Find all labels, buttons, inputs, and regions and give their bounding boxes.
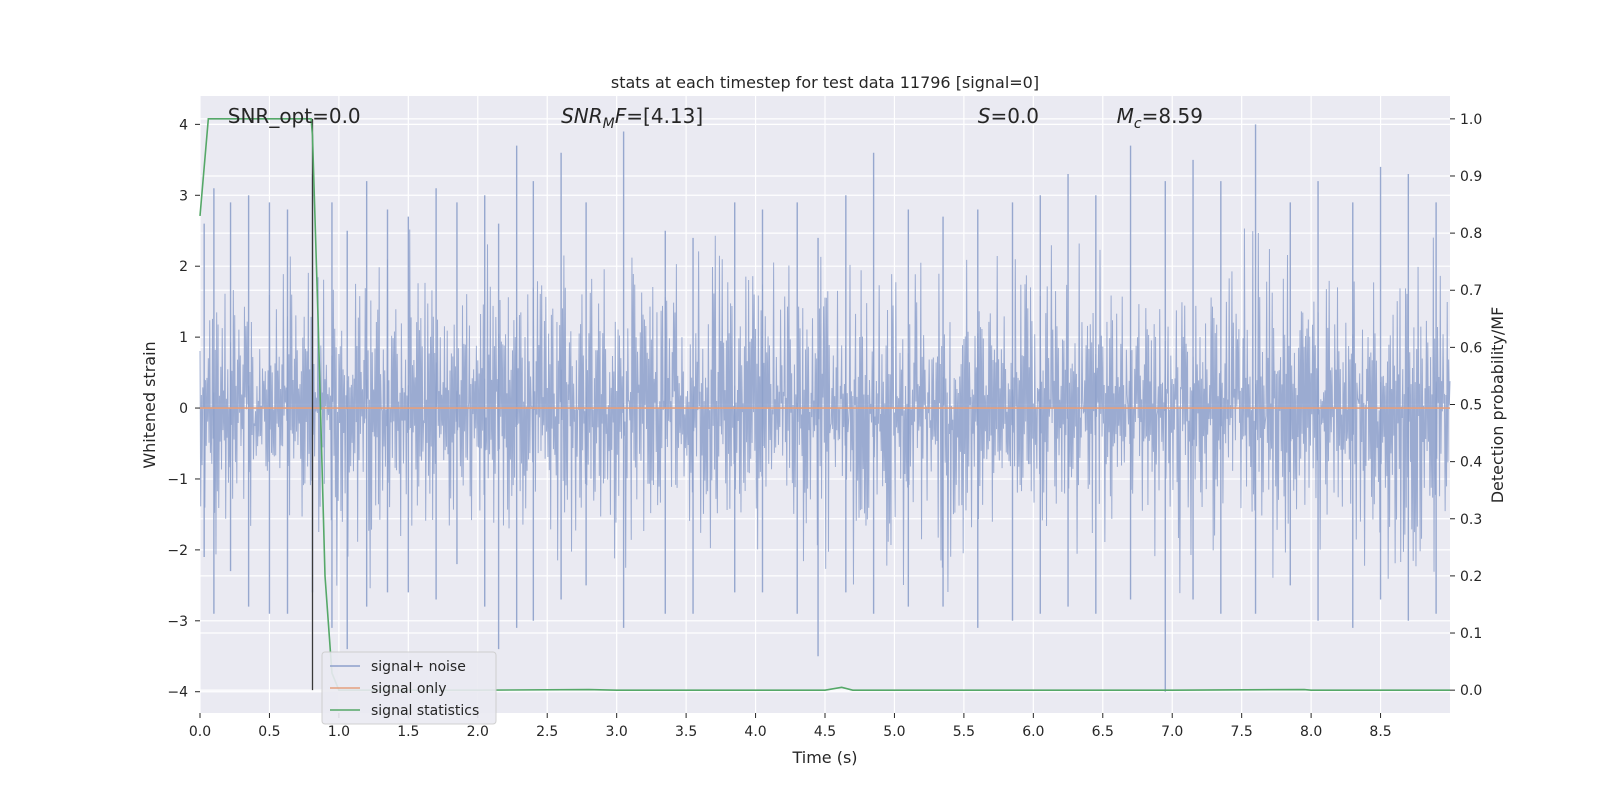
noise-series (199, 124, 1451, 692)
y-ticks-right: 1.0 0.9 0.8 0.7 0.6 0.5 0.4 0.3 0.2 0.1 0.0 (1450, 112, 1482, 699)
y-tick-label-right: 0.8 (1460, 226, 1482, 242)
x-tick-label: 4.5 (814, 724, 836, 740)
y-tick-label-left: 0 (179, 401, 188, 417)
y-tick-label-right: 1.0 (1460, 112, 1482, 128)
x-tick-label: 6.0 (1022, 724, 1044, 740)
y-tick-label-left: 4 (179, 117, 188, 133)
y-tick-label-left: −2 (167, 543, 188, 559)
legend: signal+ noise signal only signal statist… (321, 651, 497, 725)
y-tick-label-right: 0.6 (1460, 340, 1482, 356)
x-tick-label: 0.5 (258, 724, 280, 740)
annotations: SNR_opt=0.0 SNRMF=[4.13] S=0.0 Mc=8.59 (228, 104, 1203, 132)
y-tick-label-left: 3 (179, 188, 188, 204)
x-tick-label: 8.0 (1300, 724, 1322, 740)
y-tick-label-left: 1 (179, 330, 188, 346)
chart-title: stats at each timestep for test data 117… (611, 73, 1039, 92)
y-tick-label-left: −3 (167, 614, 188, 630)
annotation-2: S=0.0 (978, 104, 1039, 128)
x-tick-label: 6.5 (1092, 724, 1114, 740)
x-tick-label: 5.0 (883, 724, 905, 740)
annotation-1: SNRMF=[4.13] (561, 104, 703, 132)
x-tick-label: 5.5 (953, 724, 975, 740)
x-tick-label: 0.0 (189, 724, 211, 740)
y-axis-label-right: Detection probability/MF (1488, 307, 1507, 504)
legend-label-noise: signal+ noise (371, 659, 466, 675)
x-ticks: 0.0 0.5 1.0 1.5 2.0 2.5 3.0 3.5 4.0 4.5 5.0 5.5 6.0 6… (189, 713, 1392, 740)
legend-box (321, 651, 497, 725)
x-tick-label: 3.5 (675, 724, 697, 740)
x-tick-label: 4.0 (744, 724, 766, 740)
x-tick-label: 7.0 (1161, 724, 1183, 740)
y-tick-label-left: −1 (167, 472, 188, 488)
x-tick-label: 1.5 (397, 724, 419, 740)
y-axis-label-left: Whitened strain (140, 341, 159, 468)
x-tick-label: 2.5 (536, 724, 558, 740)
x-tick-label: 3.0 (606, 724, 628, 740)
y-tick-label-right: 0.3 (1460, 512, 1482, 528)
annotation-0: SNR_opt=0.0 (228, 104, 361, 128)
y-tick-label-right: 0.4 (1460, 455, 1482, 471)
y-tick-label-right: 0.5 (1460, 398, 1482, 414)
legend-label-signal: signal only (371, 681, 446, 697)
x-axis-label: Time (s) (791, 748, 857, 767)
x-tick-label: 2.0 (467, 724, 489, 740)
y-tick-label-right: 0.0 (1460, 683, 1482, 699)
y-tick-label-right: 0.1 (1460, 626, 1482, 642)
y-tick-label-right: 0.2 (1460, 569, 1482, 585)
x-tick-label: 8.5 (1369, 724, 1391, 740)
y-tick-label-right: 0.7 (1460, 283, 1482, 299)
y-tick-label-left: 2 (179, 259, 188, 275)
legend-label-statistics: signal statistics (371, 703, 479, 719)
x-tick-label: 7.5 (1231, 724, 1253, 740)
y-tick-label-right: 0.9 (1460, 169, 1482, 185)
y-tick-label-left: −4 (167, 685, 188, 701)
x-tick-label: 1.0 (328, 724, 350, 740)
annotation-3: Mc=8.59 (1117, 104, 1203, 132)
y-ticks-left: 4 3 2 1 0 −1 −2 −3 −4 (167, 117, 200, 701)
